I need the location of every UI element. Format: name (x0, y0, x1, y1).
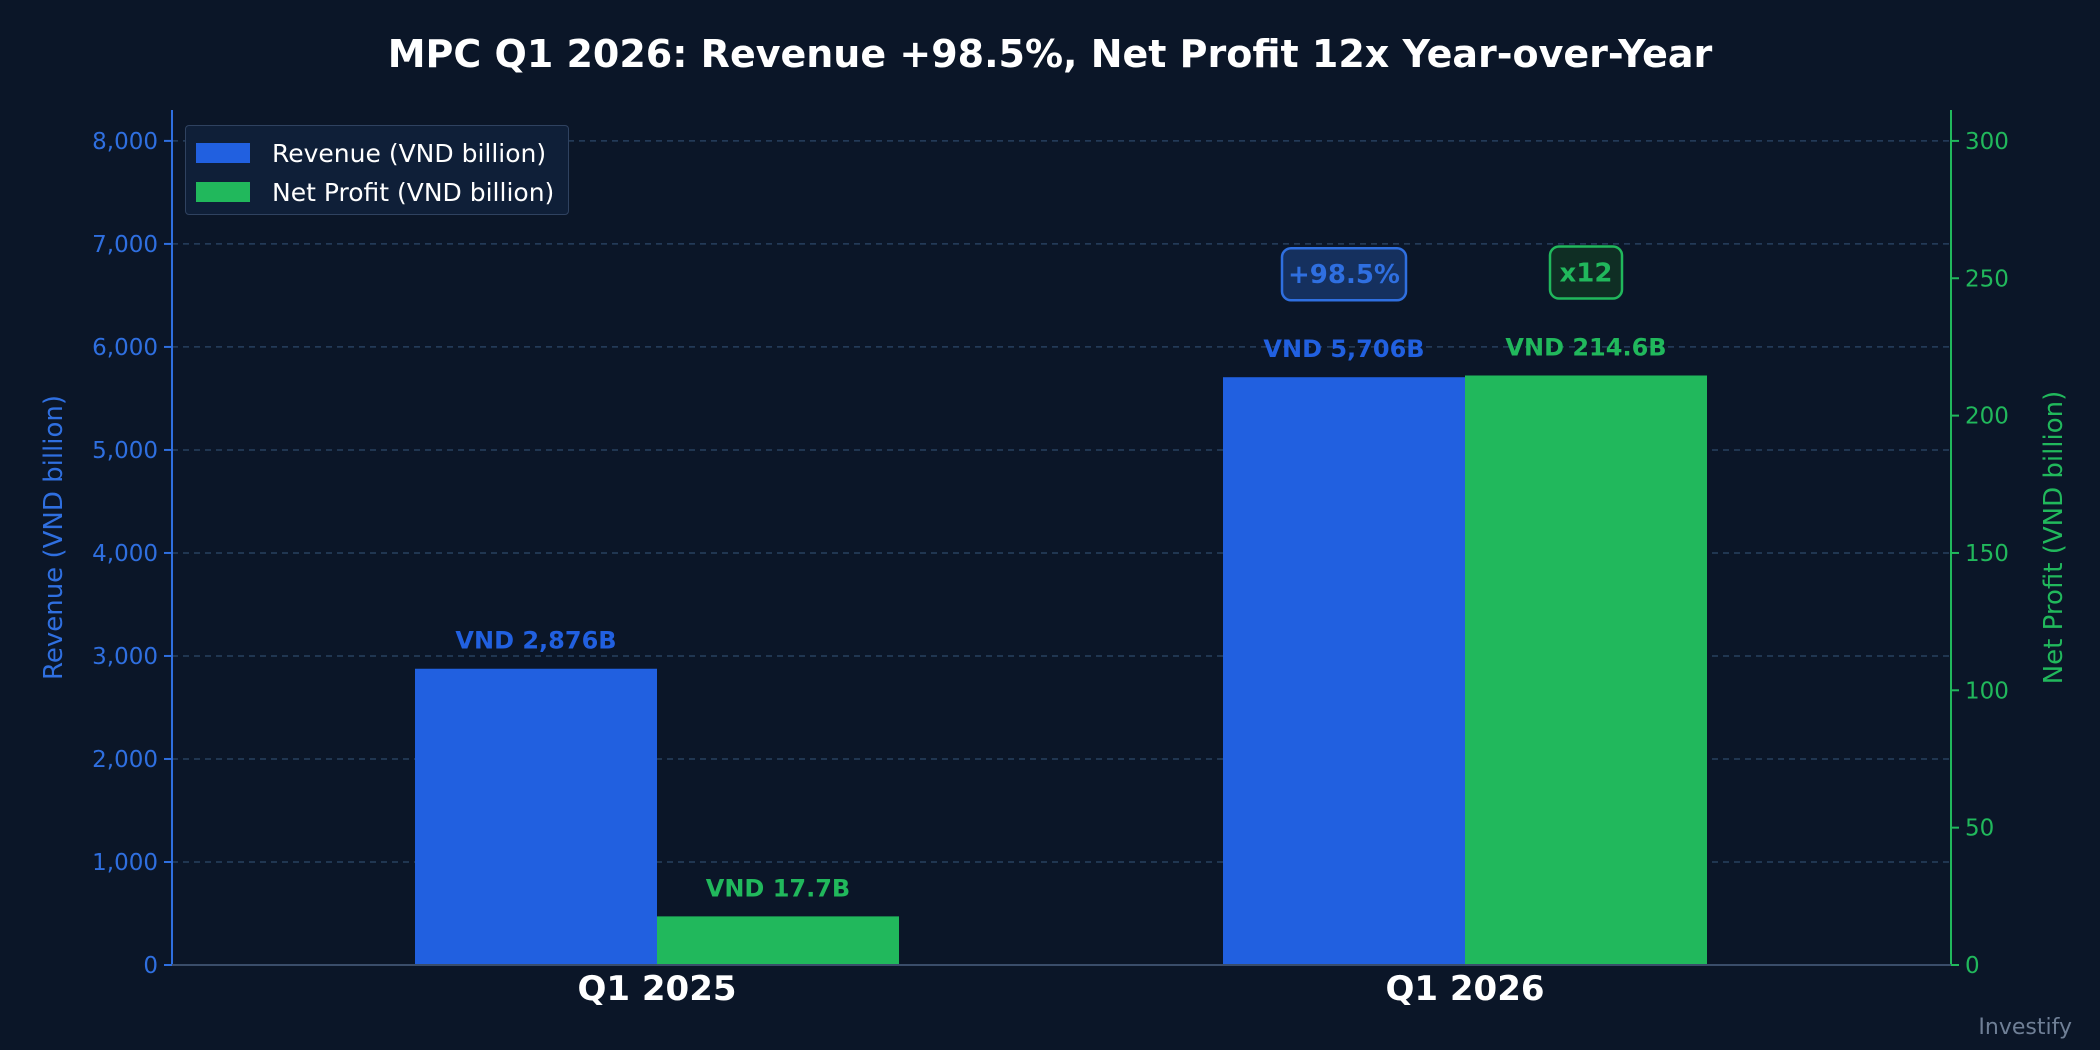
legend-item-revenue: Revenue (VND billion) (196, 138, 546, 168)
bar-revenue (415, 668, 657, 965)
annotation-text: x12 (1560, 258, 1613, 288)
annotation-text: +98.5% (1288, 260, 1400, 290)
y-left-tick-label: 2,000 (92, 747, 158, 773)
y-left-tick-label: 0 (143, 953, 158, 979)
bar-label-revenue: VND 5,706B (1263, 335, 1424, 363)
x-tick-label: Q1 2026 (1385, 969, 1544, 1009)
y-axis-left-label: Revenue (VND billion) (39, 395, 69, 680)
y-left-tick-label: 5,000 (92, 438, 158, 464)
legend-label-revenue: Revenue (VND billion) (272, 138, 547, 168)
y-right-tick-label: 100 (1965, 678, 2009, 704)
bar-net-profit (657, 916, 899, 965)
y-left-tick-label: 4,000 (92, 541, 158, 567)
y-right-tick-label: 300 (1965, 129, 2009, 155)
bar-revenue (1223, 377, 1465, 965)
bar-label-net-profit: VND 214.6B (1505, 333, 1666, 361)
y-left-tick-label: 7,000 (92, 232, 158, 258)
y-right-tick-label: 250 (1965, 266, 2009, 292)
y-left-tick-label: 3,000 (92, 644, 158, 670)
legend-swatch-net-profit (196, 182, 250, 202)
chart-legend: Revenue (VND billion) Net Profit (VND bi… (185, 125, 569, 215)
bar-label-net-profit: VND 17.7B (706, 874, 850, 902)
watermark: Investify (1978, 1015, 2072, 1040)
annotation-badge (1280, 246, 1408, 302)
bar-net-profit (1465, 375, 1707, 965)
chart-title: MPC Q1 2026: Revenue +98.5%, Net Profit … (387, 32, 1713, 76)
y-right-tick-label: 0 (1965, 953, 1980, 979)
y-left-tick-label: 1,000 (92, 850, 158, 876)
legend-item-net-profit: Net Profit (VND billion) (196, 177, 554, 207)
y-left-tick-label: 6,000 (92, 335, 158, 361)
legend-label-net-profit: Net Profit (VND billion) (272, 177, 555, 207)
y-axis-right-label: Net Profit (VND billion) (2039, 391, 2069, 685)
bar-label-revenue: VND 2,876B (455, 627, 616, 655)
annotation-badge (1548, 245, 1624, 300)
legend-swatch-revenue (196, 143, 250, 163)
y-left-tick-label: 8,000 (92, 129, 158, 155)
y-right-tick-label: 150 (1965, 541, 2009, 567)
y-right-tick-label: 50 (1965, 816, 1994, 842)
x-tick-label: Q1 2025 (577, 969, 736, 1009)
y-right-tick-label: 200 (1965, 404, 2009, 430)
